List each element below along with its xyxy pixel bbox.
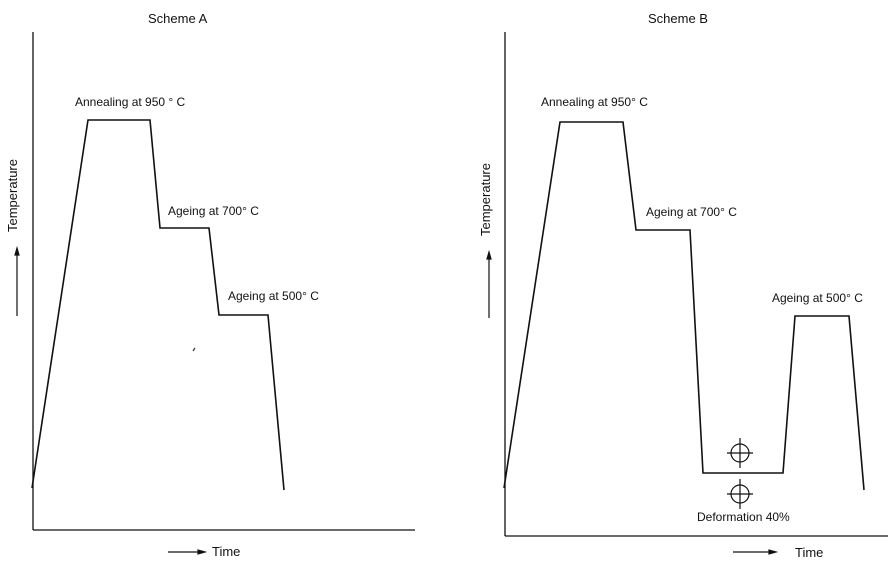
scheme-a-temperature-arrow bbox=[14, 245, 20, 316]
deformation-symbol-lower bbox=[727, 479, 753, 509]
scheme-a-y-axis-label: Temperature bbox=[5, 159, 20, 232]
scheme-b-time-arrow bbox=[733, 549, 779, 555]
scheme-b-temperature-arrow bbox=[486, 249, 492, 318]
scheme-a-axes bbox=[32, 32, 415, 531]
scheme-b-ageing-500-label: Ageing at 500° C bbox=[772, 291, 863, 305]
scheme-a-x-axis-label: Time bbox=[212, 544, 241, 559]
scheme-b-y-axis-label: Temperature bbox=[478, 163, 493, 236]
scheme-a-annealing-label: Annealing at 950 ° C bbox=[75, 95, 186, 109]
scheme-b-title: Scheme B bbox=[648, 11, 708, 26]
scheme-b-annealing-label: Annealing at 950° C bbox=[541, 95, 648, 109]
scheme-a-title: Scheme A bbox=[148, 11, 208, 26]
scheme-b-axes bbox=[504, 32, 888, 537]
scheme-b-x-axis-label: Time bbox=[795, 545, 824, 560]
scheme-a-time-arrow bbox=[168, 549, 208, 555]
scheme-a-profile bbox=[31, 119, 285, 491]
scheme-a-ageing-700-label: Ageing at 700° C bbox=[168, 204, 259, 218]
scan-speck bbox=[192, 347, 196, 352]
scheme-b-deformation-label: Deformation 40% bbox=[697, 510, 790, 524]
scheme-a-ageing-500-label: Ageing at 500° C bbox=[228, 289, 319, 303]
deformation-symbol-upper bbox=[727, 438, 753, 468]
scheme-b-profile bbox=[503, 121, 865, 491]
scheme-b-ageing-700-label: Ageing at 700° C bbox=[646, 205, 737, 219]
